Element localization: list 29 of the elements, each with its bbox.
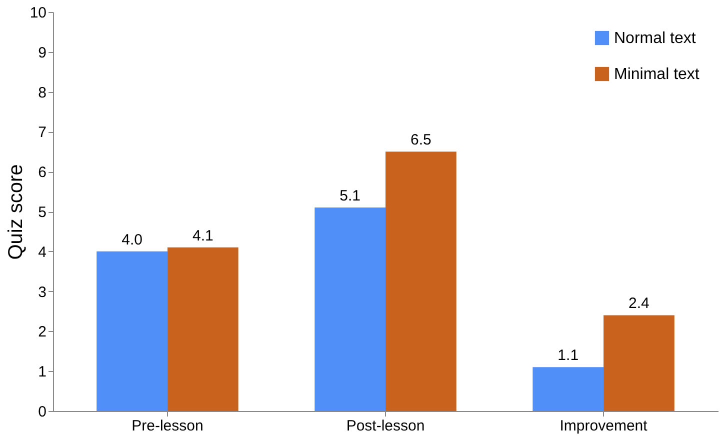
x-tick-label: Pre-lesson <box>132 418 204 434</box>
bar <box>604 315 674 411</box>
y-tick-label: 2 <box>38 324 46 341</box>
y-tick-label: 6 <box>38 164 46 182</box>
data-label: 4.1 <box>192 227 214 244</box>
bar <box>314 208 386 411</box>
bar <box>96 251 168 411</box>
y-tick-label: 3 <box>38 284 46 301</box>
data-label: 2.4 <box>628 295 650 312</box>
data-label: 6.5 <box>410 132 432 149</box>
y-tick-label: 1 <box>38 364 46 381</box>
x-tick-label: Improvement <box>560 418 648 434</box>
y-tick-label: 7 <box>38 124 46 142</box>
y-tick-label: 5 <box>38 204 46 221</box>
data-label: 5.1 <box>340 188 360 205</box>
data-label: 4.0 <box>122 231 142 248</box>
bar <box>532 367 604 411</box>
bar <box>167 247 238 411</box>
legend-label: Minimal text <box>614 66 700 83</box>
legend-label: Normal text <box>614 30 696 47</box>
y-tick-label: 9 <box>38 44 46 62</box>
y-tick-label: 10 <box>30 4 46 22</box>
y-tick-label: 0 <box>38 404 46 420</box>
data-label: 1.1 <box>558 347 579 364</box>
y-axis-title: Quiz score <box>4 164 27 260</box>
bar <box>386 152 456 411</box>
y-tick-label: 4 <box>38 244 46 261</box>
y-tick-label: 8 <box>38 84 46 102</box>
x-tick-label: Post-lesson <box>346 418 425 434</box>
